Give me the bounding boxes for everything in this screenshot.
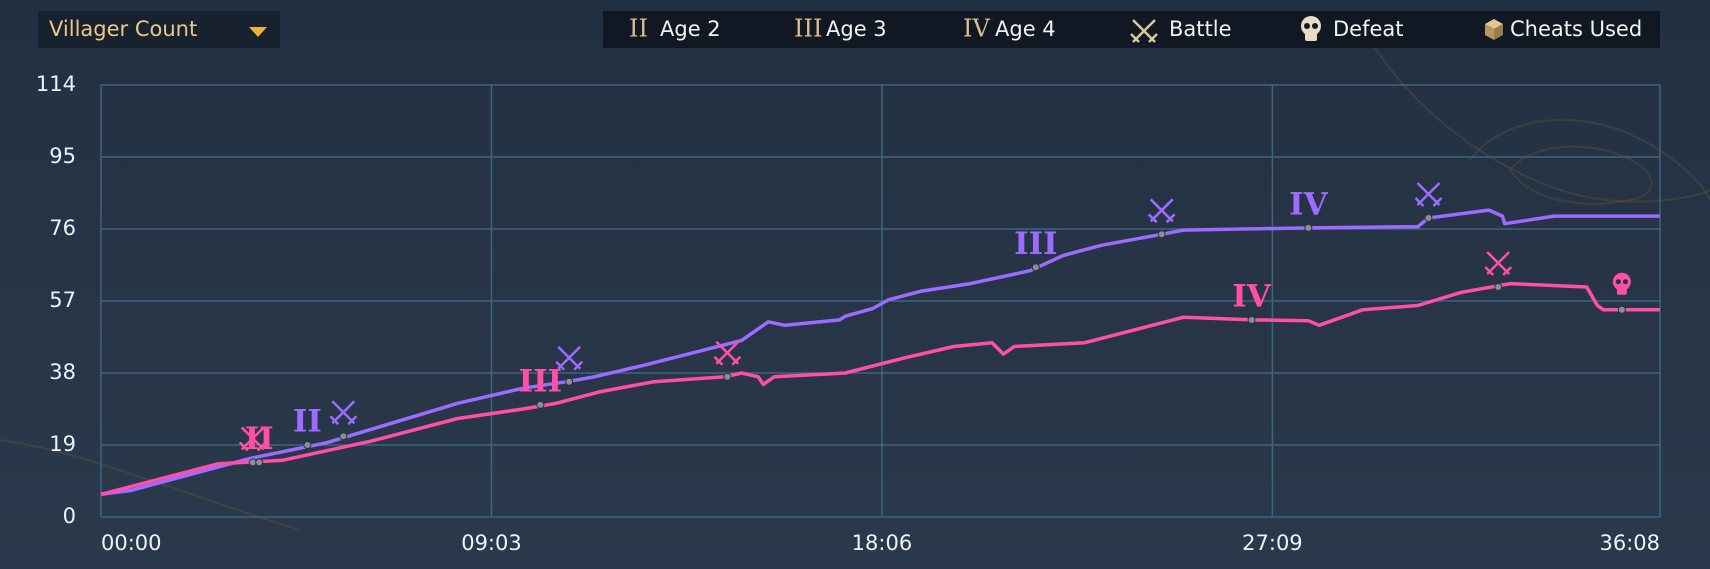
y-tick-label: 95 bbox=[49, 144, 76, 168]
event-marker bbox=[1617, 305, 1626, 314]
legend-box bbox=[603, 11, 1660, 48]
event-marker bbox=[536, 400, 545, 409]
x-tick-label: 00:00 bbox=[101, 531, 162, 555]
battle-icon bbox=[1130, 19, 1158, 43]
sword bbox=[557, 345, 582, 370]
sword bbox=[731, 355, 742, 366]
battle-icon bbox=[238, 426, 267, 452]
sword bbox=[1416, 182, 1441, 206]
sword bbox=[573, 360, 584, 371]
event-marker bbox=[1157, 230, 1166, 239]
battle-icon bbox=[1414, 182, 1443, 207]
sword bbox=[1432, 197, 1443, 207]
event-marker bbox=[723, 372, 732, 381]
battle-icon bbox=[329, 400, 358, 426]
sword bbox=[1165, 213, 1176, 224]
x-tick-label: 09:03 bbox=[461, 531, 522, 555]
legend-label: Age 2 bbox=[660, 17, 721, 41]
cheats-icon bbox=[1485, 19, 1503, 40]
event-marker bbox=[1494, 282, 1503, 291]
legend-symbol: II bbox=[629, 15, 648, 43]
event-marker bbox=[339, 432, 348, 441]
event-marker bbox=[1247, 315, 1256, 324]
sword bbox=[1414, 197, 1425, 207]
sword bbox=[1149, 198, 1174, 223]
defeat-icon bbox=[1612, 272, 1631, 295]
age-up-label: III bbox=[1014, 226, 1058, 262]
sword bbox=[1502, 266, 1513, 276]
sword bbox=[331, 400, 356, 425]
y-tick-label: 0 bbox=[63, 504, 76, 528]
dropdown-box[interactable] bbox=[38, 11, 280, 48]
event-marker bbox=[303, 441, 312, 449]
y-tick-label: 57 bbox=[49, 288, 76, 312]
skull-jaw bbox=[1616, 287, 1627, 295]
sword bbox=[555, 360, 566, 371]
legend-label: Cheats Used bbox=[1510, 17, 1642, 41]
event-marker bbox=[248, 458, 257, 467]
dropdown-label: Villager Count bbox=[49, 17, 197, 41]
event-marker bbox=[1031, 263, 1040, 272]
sword bbox=[329, 415, 340, 426]
dropdown-arrow[interactable] bbox=[249, 27, 267, 37]
sword bbox=[1486, 251, 1511, 275]
skull-eye bbox=[1622, 279, 1628, 285]
event-marker bbox=[565, 377, 574, 386]
legend-label: Age 3 bbox=[826, 17, 887, 41]
age-up-label: II bbox=[245, 421, 274, 457]
y-tick-label: 76 bbox=[49, 216, 76, 240]
metric-dropdown[interactable]: Villager Count bbox=[38, 11, 280, 48]
sword bbox=[238, 441, 249, 452]
legend-label: Defeat bbox=[1333, 17, 1404, 41]
battle-icon bbox=[1484, 251, 1513, 276]
x-tick-label: 18:06 bbox=[852, 531, 913, 555]
sword bbox=[256, 441, 267, 452]
age-up-label: IV bbox=[1289, 186, 1329, 222]
x-tick-label: 36:08 bbox=[1599, 531, 1660, 555]
y-tick-label: 114 bbox=[36, 72, 76, 96]
x-tick-label: 27:09 bbox=[1242, 531, 1303, 555]
sword bbox=[240, 426, 265, 451]
grid bbox=[100, 84, 1661, 518]
sword bbox=[1147, 213, 1158, 224]
legend-label: Battle bbox=[1169, 17, 1232, 41]
age-up-label: IV bbox=[1232, 278, 1272, 314]
event-marker bbox=[255, 458, 264, 467]
age-up-label: III bbox=[519, 363, 563, 399]
series-line bbox=[100, 281, 1660, 496]
battle-icon bbox=[713, 340, 742, 366]
legend-symbol: IV bbox=[963, 15, 990, 43]
skull bbox=[1612, 272, 1631, 291]
sword bbox=[1484, 266, 1495, 276]
defeat-icon bbox=[1301, 16, 1321, 41]
sword bbox=[715, 340, 740, 365]
legend-label: Age 4 bbox=[995, 17, 1056, 41]
sword bbox=[347, 415, 358, 426]
legend: II Age 2 III Age 3 IV Age 4 Battle Defea… bbox=[603, 11, 1660, 48]
battle-icon bbox=[1147, 198, 1176, 224]
event-marker bbox=[1304, 223, 1313, 232]
battle-icon bbox=[555, 345, 584, 371]
age-up-label: II bbox=[293, 404, 322, 440]
skull-eye bbox=[1615, 279, 1621, 285]
event-marker bbox=[1424, 214, 1433, 223]
y-tick-label: 19 bbox=[49, 432, 76, 456]
legend-symbol: III bbox=[794, 15, 822, 43]
sword bbox=[713, 355, 724, 366]
y-tick-label: 38 bbox=[49, 360, 76, 384]
map-contours bbox=[0, 39, 1710, 531]
